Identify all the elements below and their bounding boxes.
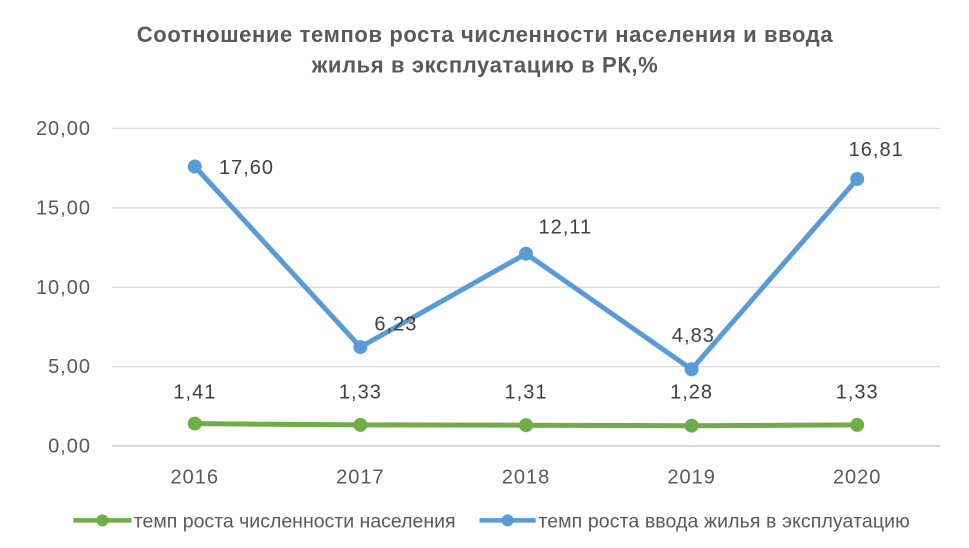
svg-text:темп роста ввода жилья в экспл: темп роста ввода жилья в эксплуатацию: [538, 511, 909, 533]
svg-text:1,28: 1,28: [670, 382, 713, 404]
svg-text:темп роста численности населен: темп роста численности населения: [134, 511, 456, 533]
svg-text:2018: 2018: [502, 467, 551, 489]
svg-text:2016: 2016: [171, 467, 220, 489]
svg-text:2017: 2017: [336, 467, 385, 489]
svg-text:4,83: 4,83: [672, 325, 715, 347]
svg-text:2019: 2019: [667, 467, 716, 489]
svg-text:5,00: 5,00: [48, 356, 91, 378]
svg-text:16,81: 16,81: [849, 139, 904, 161]
svg-text:1,33: 1,33: [339, 382, 382, 404]
svg-text:жилья в эксплуатацию в РК,%: жилья в эксплуатацию в РК,%: [311, 52, 659, 77]
svg-text:12,11: 12,11: [539, 217, 593, 239]
svg-text:15,00: 15,00: [36, 197, 91, 219]
svg-text:Соотношение темпов роста числе: Соотношение темпов роста численности нас…: [137, 22, 834, 47]
svg-text:0,00: 0,00: [48, 436, 91, 458]
svg-text:20,00: 20,00: [36, 118, 91, 140]
svg-text:17,60: 17,60: [219, 157, 274, 179]
svg-text:1,33: 1,33: [836, 382, 879, 404]
svg-text:1,31: 1,31: [505, 382, 548, 404]
svg-text:10,00: 10,00: [36, 277, 91, 299]
svg-text:2020: 2020: [833, 467, 882, 489]
svg-text:1,41: 1,41: [173, 382, 216, 404]
svg-text:6,23: 6,23: [374, 314, 417, 336]
